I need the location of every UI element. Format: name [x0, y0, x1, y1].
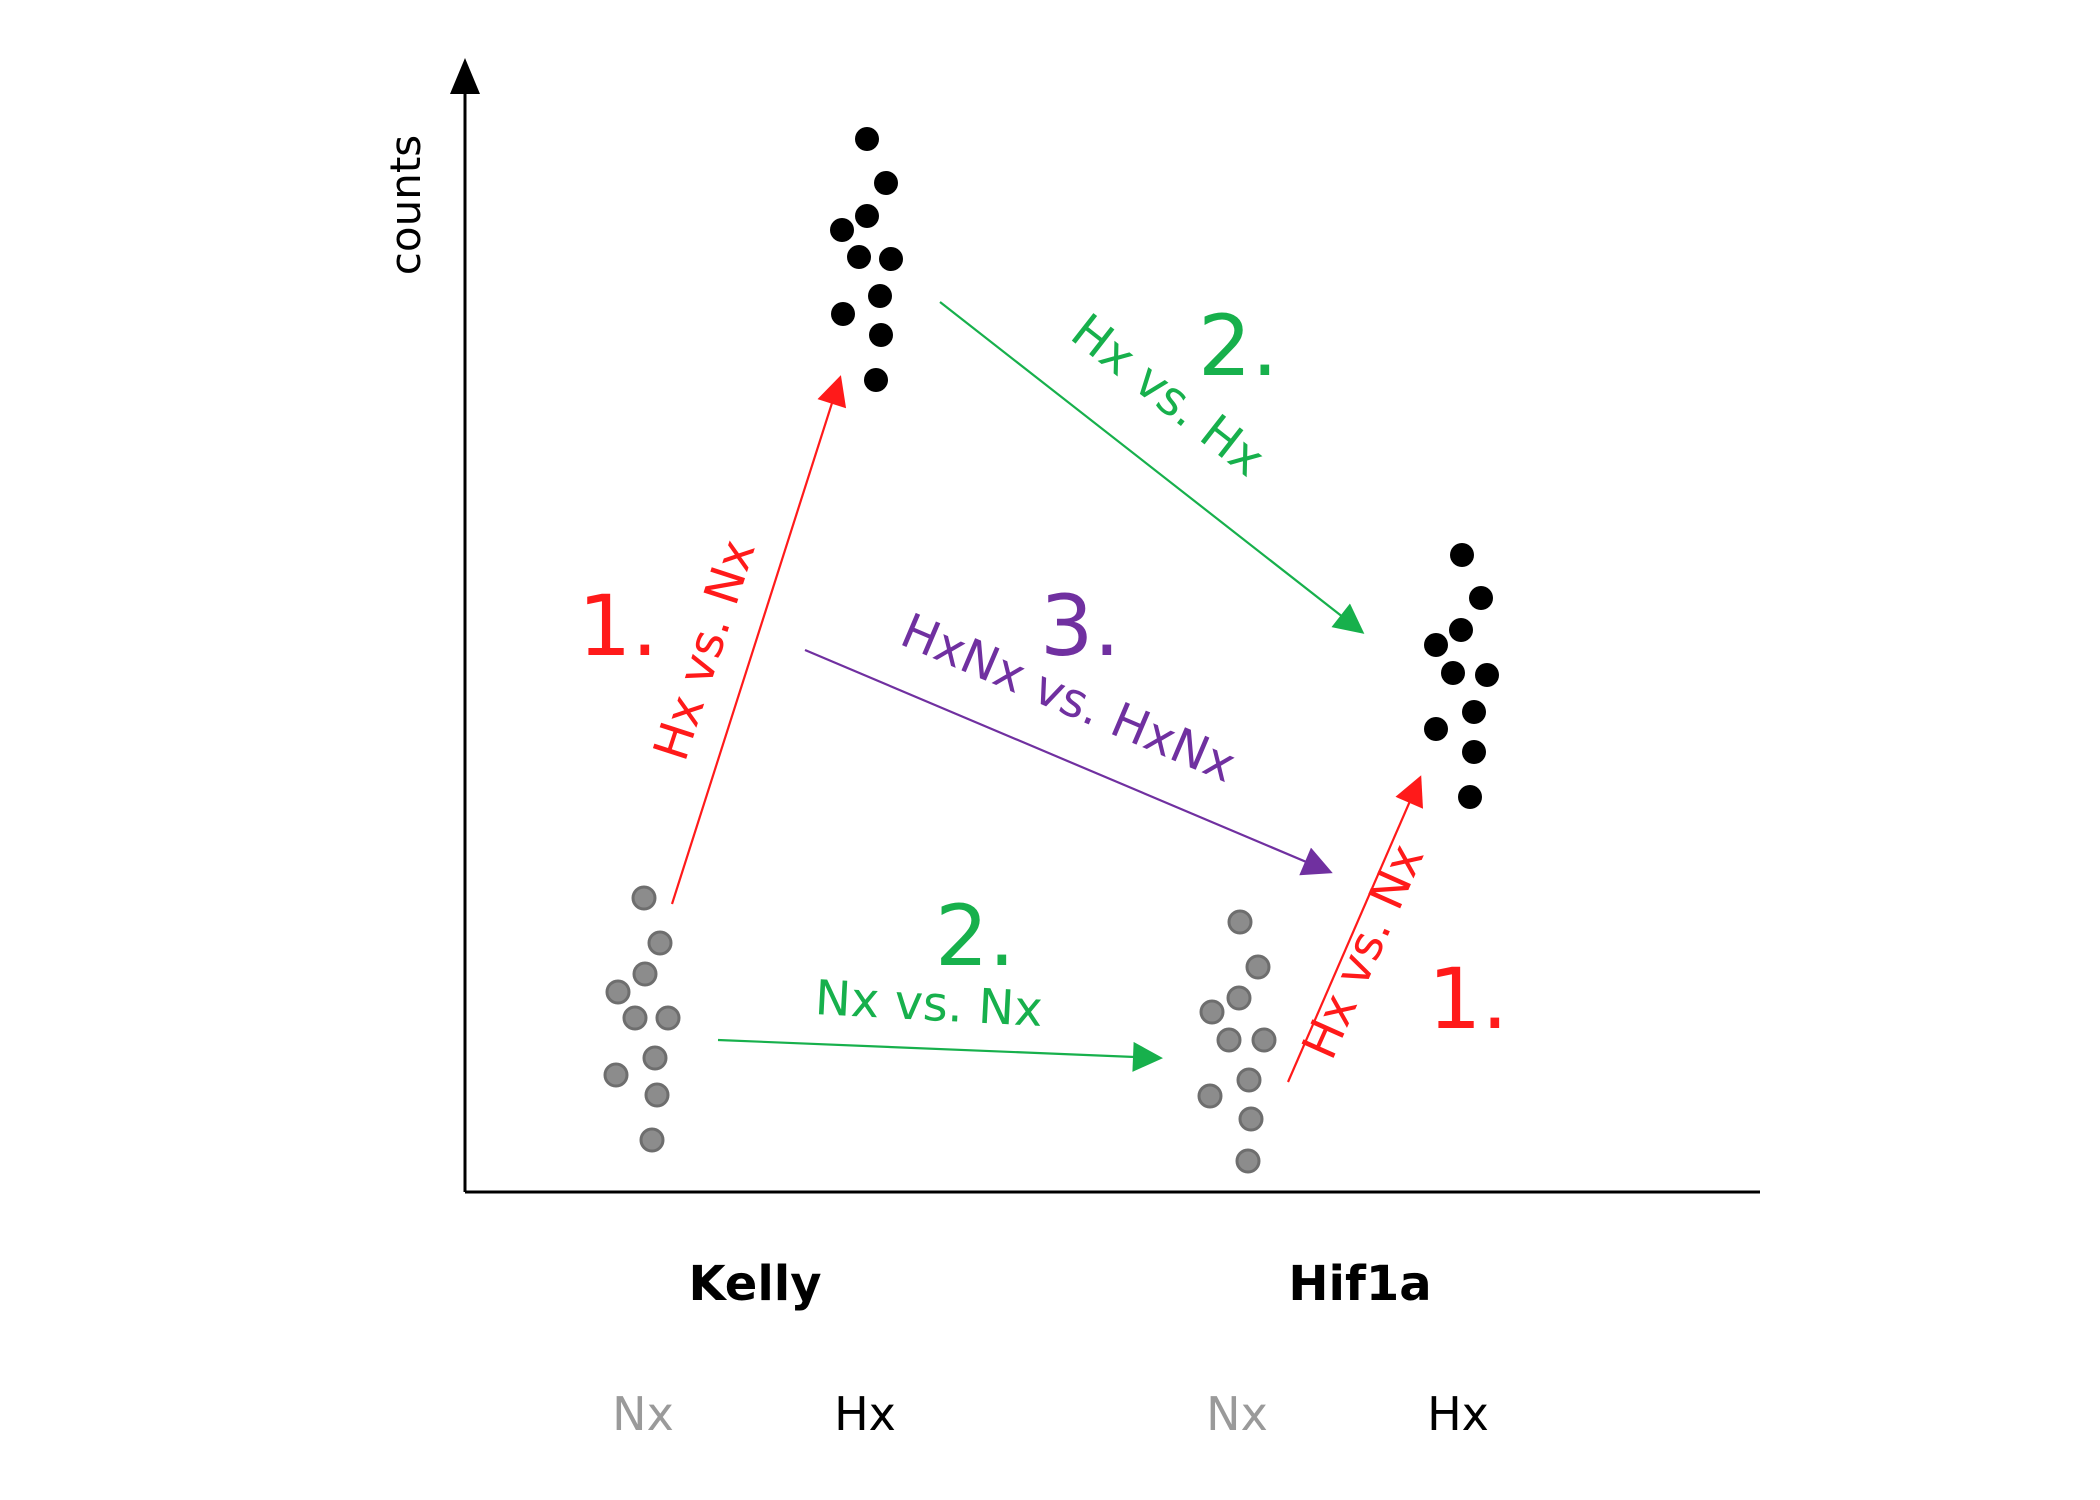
group-label-kelly: Kelly	[688, 1256, 821, 1312]
comparison-kelly-hx-vs-nx: Hx vs. Nx 1.	[578, 375, 847, 905]
hx-point	[855, 127, 879, 151]
hx-point	[868, 284, 892, 308]
hif1a-hx-vs-nx-label: Hx vs. Nx	[1291, 836, 1435, 1067]
kelly-hx-vs-nx-label: Hx vs. Nx	[643, 533, 767, 767]
nx-point	[642, 1045, 668, 1071]
kelly-step-1-number: 1.	[578, 577, 658, 675]
y-axis-arrowhead	[450, 58, 480, 94]
nx-point	[644, 1082, 670, 1108]
y-axis-label: counts	[381, 135, 430, 275]
hif1a-nx-label: Nx	[1206, 1387, 1268, 1441]
hx-point	[1424, 717, 1448, 741]
hx-point	[831, 302, 855, 326]
nx-point	[1226, 985, 1252, 1011]
hx-point	[1462, 700, 1486, 724]
interaction-arrow	[804, 648, 1333, 876]
nx-point	[605, 979, 631, 1005]
hx-point	[847, 245, 871, 269]
hif1a-nx-points	[1197, 909, 1277, 1174]
hx-point	[869, 323, 893, 347]
comparison-hx-vs-hx: Hx vs. Hx 2.	[939, 297, 1365, 634]
hif1a-hx-points	[1424, 543, 1499, 809]
nx-point	[1227, 909, 1253, 935]
hx-point	[879, 247, 903, 271]
hx-point	[1424, 633, 1448, 657]
hx-point	[1462, 740, 1486, 764]
hif1a-hx-vs-nx-arrow	[1286, 775, 1424, 1083]
nx-point	[639, 1127, 665, 1153]
step-3-number: 3.	[1040, 577, 1120, 675]
nx-point	[631, 885, 657, 911]
nx-step-2-number: 2.	[935, 887, 1015, 985]
nx-point	[1251, 1027, 1277, 1053]
comparison-interaction: HxNx vs. HxNx 3.	[804, 577, 1333, 876]
comparison-nx-vs-nx: Nx vs. Nx 2.	[717, 887, 1163, 1072]
hx-point	[874, 171, 898, 195]
nx-point	[632, 961, 658, 987]
hx-point	[1450, 543, 1474, 567]
hx-point	[1441, 661, 1465, 685]
hif1a-hx-label: Hx	[1427, 1387, 1489, 1441]
kelly-nx-label: Nx	[612, 1387, 674, 1441]
hx-point	[1469, 586, 1493, 610]
hx-vs-hx-arrow	[939, 301, 1365, 634]
nx-point	[603, 1062, 629, 1088]
nx-point	[1238, 1106, 1264, 1132]
nx-point	[647, 930, 673, 956]
hif1a-step-1-number: 1.	[1428, 950, 1508, 1048]
kelly-nx-points	[603, 885, 681, 1153]
nx-point	[1245, 954, 1271, 980]
nx-vs-nx-arrow	[717, 1038, 1163, 1072]
nx-point	[1216, 1027, 1242, 1053]
comparison-hif1a-hx-vs-nx: Hx vs. Nx 1.	[1286, 775, 1508, 1083]
hx-point	[1458, 785, 1482, 809]
nx-point	[1197, 1083, 1223, 1109]
nx-point	[1199, 999, 1225, 1025]
hx-point	[1449, 618, 1473, 642]
hx-point	[1475, 663, 1499, 687]
kelly-hx-points	[830, 127, 903, 392]
nx-point	[622, 1005, 648, 1031]
nx-point	[655, 1005, 681, 1031]
hx-point	[864, 368, 888, 392]
kelly-hx-vs-nx-arrow	[670, 375, 847, 905]
kelly-hx-label: Hx	[834, 1387, 896, 1441]
nx-vs-nx-label: Nx vs. Nx	[814, 970, 1044, 1038]
group-label-hif1a: Hif1a	[1288, 1256, 1431, 1312]
nx-point	[1235, 1148, 1261, 1174]
axes: counts	[381, 58, 1760, 1194]
hx-point	[855, 204, 879, 228]
hx-step-2-number: 2.	[1198, 297, 1278, 395]
nx-point	[1236, 1067, 1262, 1093]
hx-point	[830, 218, 854, 242]
